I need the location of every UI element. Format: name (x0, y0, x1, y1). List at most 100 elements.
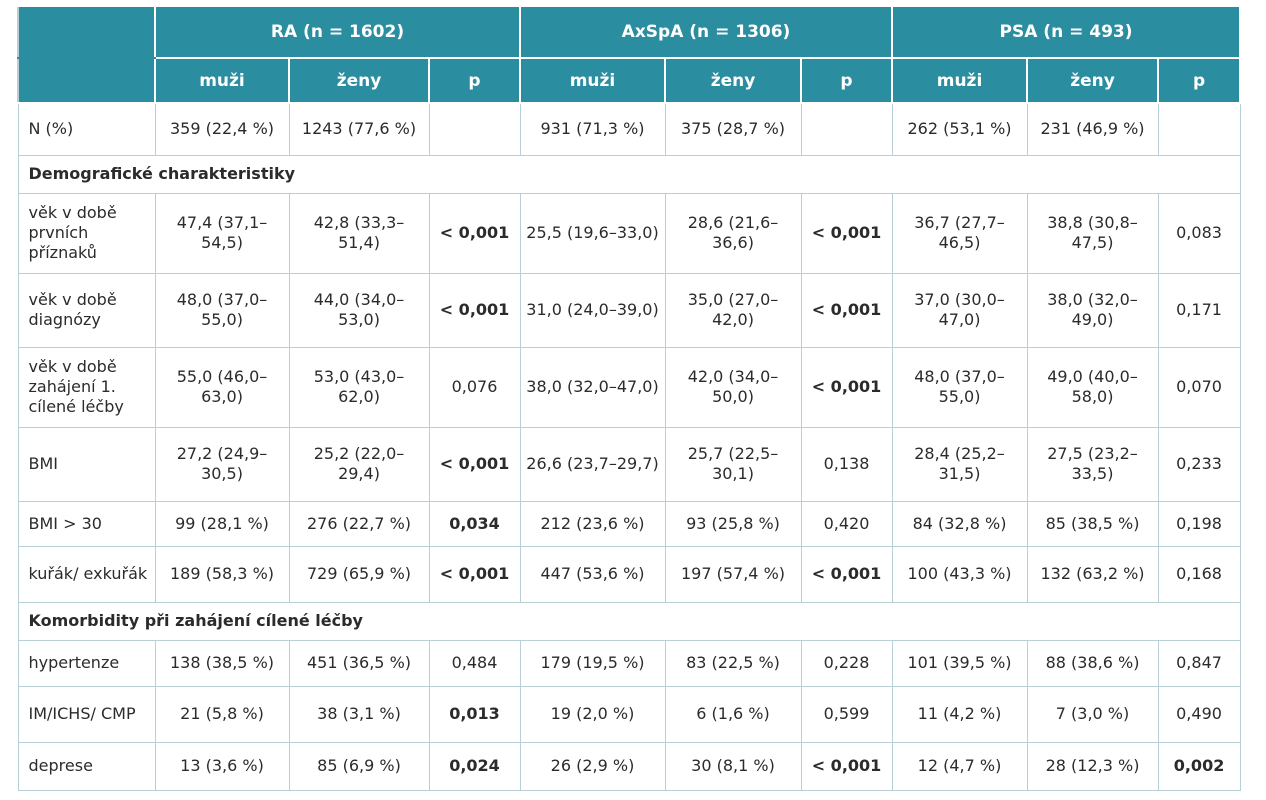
table-row: BMI > 30 99 (28,1 %) 276 (22,7 %) 0,034 212 … (17, 500, 1241, 547)
subheader-cell: muži (154, 57, 290, 104)
subheader-cell: ženy (288, 57, 430, 104)
table-cell: 99 (28,1 %) (154, 500, 290, 547)
row-label: kuřák/ exkuřák (17, 545, 156, 603)
table-cell: 25,2 (22,0–29,4) (288, 426, 430, 502)
table-cell: 38,8 (30,8–47,5) (1026, 192, 1159, 274)
table-cell: 25,7 (22,5–30,1) (664, 426, 802, 502)
table-cell: 47,4 (37,1–54,5) (154, 192, 290, 274)
table-cell: 38,0 (32,0–47,0) (519, 346, 666, 428)
table-cell: 931 (71,3 %) (519, 102, 666, 156)
section-title: Demografické charakteristiky (17, 154, 1241, 194)
table-cell: 27,2 (24,9–30,5) (154, 426, 290, 502)
table-cell: 132 (63,2 %) (1026, 545, 1159, 603)
table-cell: 42,8 (33,3–51,4) (288, 192, 430, 274)
subheader-cell: ženy (664, 57, 802, 104)
table-cell: 55,0 (46,0–63,0) (154, 346, 290, 428)
table-cell: 38 (3,1 %) (288, 685, 430, 743)
p-value-cell: < 0,001 (800, 346, 893, 428)
table-cell: 19 (2,0 %) (519, 685, 666, 743)
row-label: věk v době prvních příznaků (17, 192, 156, 274)
p-value-cell: 0,024 (428, 741, 521, 791)
table-row: věk v době prvních příznaků 47,4 (37,1–54… (17, 192, 1241, 274)
row-label: N (%) (17, 102, 156, 156)
table-cell: 28,6 (21,6–36,6) (664, 192, 802, 274)
row-label: IM/ICHS/ CMP (17, 685, 156, 743)
p-value-cell: 0,847 (1157, 639, 1241, 687)
subheader-cell: muži (519, 57, 666, 104)
table-cell (428, 102, 521, 156)
table-cell: 447 (53,6 %) (519, 545, 666, 603)
table-cell: 49,0 (40,0–58,0) (1026, 346, 1159, 428)
table-row: hypertenze 138 (38,5 %) 451 (36,5 %) 0,484 1… (17, 639, 1241, 687)
table-row: deprese 13 (3,6 %) 85 (6,9 %) 0,024 26 (2,9 … (17, 741, 1241, 791)
p-value-cell: 0,171 (1157, 272, 1241, 348)
row-label: BMI > 30 (17, 500, 156, 547)
table-cell: 100 (43,3 %) (891, 545, 1028, 603)
table-cell: 85 (6,9 %) (288, 741, 430, 791)
p-value-cell: 0,490 (1157, 685, 1241, 743)
p-value-cell: 0,076 (428, 346, 521, 428)
table-cell: 28 (12,3 %) (1026, 741, 1159, 791)
table-cell: 44,0 (34,0–53,0) (288, 272, 430, 348)
table-cell (1157, 102, 1241, 156)
p-value-cell: < 0,001 (428, 192, 521, 274)
subheader-cell: ženy (1026, 57, 1160, 104)
subheader-cell: muži (891, 57, 1029, 104)
table-cell: 93 (25,8 %) (664, 500, 802, 547)
table-cell: 231 (46,9 %) (1026, 102, 1159, 156)
section-header-row: Demografické charakteristiky (17, 154, 1241, 194)
table-cell: 729 (65,9 %) (288, 545, 430, 603)
table-cell: 48,0 (37,0–55,0) (891, 346, 1028, 428)
group-header-ra: RA (n = 1602) (154, 5, 521, 59)
group-header-row: RA (n = 1602) AxSpA (n = 1306) PSA (n = … (17, 5, 1242, 59)
table-cell: 26,6 (23,7–29,7) (519, 426, 666, 502)
p-value-cell: < 0,001 (428, 426, 521, 502)
table-cell: 25,5 (19,6–33,0) (519, 192, 666, 274)
table-cell: 197 (57,4 %) (664, 545, 802, 603)
table-cell: 6 (1,6 %) (664, 685, 802, 743)
p-value-cell: 0,599 (800, 685, 893, 743)
p-value-cell: 0,420 (800, 500, 893, 547)
table-cell: 212 (23,6 %) (519, 500, 666, 547)
p-value-cell: 0,070 (1157, 346, 1241, 428)
table-cell: 179 (19,5 %) (519, 639, 666, 687)
corner-cell (17, 5, 156, 59)
p-value-cell: 0,083 (1157, 192, 1241, 274)
table-cell: 13 (3,6 %) (154, 741, 290, 791)
table-cell: 31,0 (24,0–39,0) (519, 272, 666, 348)
data-table-container: RA (n = 1602) AxSpA (n = 1306) PSA (n = … (17, 5, 1242, 791)
subheader-cell: p (428, 57, 521, 104)
table-cell: 359 (22,4 %) (154, 102, 290, 156)
table-cell: 138 (38,5 %) (154, 639, 290, 687)
table-cell: 27,5 (23,2–33,5) (1026, 426, 1159, 502)
table-cell: 88 (38,6 %) (1026, 639, 1159, 687)
table-cell: 85 (38,5 %) (1026, 500, 1159, 547)
table-cell: 276 (22,7 %) (288, 500, 430, 547)
comparison-table: RA (n = 1602) AxSpA (n = 1306) PSA (n = … (17, 5, 1242, 791)
p-value-cell: 0,484 (428, 639, 521, 687)
table-cell: 101 (39,5 %) (891, 639, 1028, 687)
p-value-cell: < 0,001 (428, 272, 521, 348)
p-value-cell: 0,228 (800, 639, 893, 687)
p-value-cell: 0,013 (428, 685, 521, 743)
table-cell (800, 102, 893, 156)
table-row: BMI 27,2 (24,9–30,5) 25,2 (22,0–29,4) < 0,0… (17, 426, 1241, 502)
row-label: hypertenze (17, 639, 156, 687)
table-cell: 53,0 (43,0–62,0) (288, 346, 430, 428)
p-value-cell: < 0,001 (428, 545, 521, 603)
section-header-row: Komorbidity při zahájení cílené léčby (17, 601, 1241, 641)
table-cell: 451 (36,5 %) (288, 639, 430, 687)
row-label: BMI (17, 426, 156, 502)
table-cell: 30 (8,1 %) (664, 741, 802, 791)
table-cell: 48,0 (37,0–55,0) (154, 272, 290, 348)
table-cell: 37,0 (30,0–47,0) (891, 272, 1028, 348)
table-cell: 83 (22,5 %) (664, 639, 802, 687)
group-header-axspa: AxSpA (n = 1306) (518, 5, 894, 59)
table-row: věk v době diagnózy 48,0 (37,0–55,0) 44,0 … (17, 272, 1241, 348)
table-cell: 7 (3,0 %) (1026, 685, 1159, 743)
table-cell: 12 (4,7 %) (891, 741, 1028, 791)
section-title: Komorbidity při zahájení cílené léčby (17, 601, 1241, 641)
p-value-cell: < 0,001 (800, 741, 893, 791)
p-value-cell: < 0,001 (800, 272, 893, 348)
table-row: věk v době zahájení 1. cílené léčby 55,0 … (17, 346, 1241, 428)
